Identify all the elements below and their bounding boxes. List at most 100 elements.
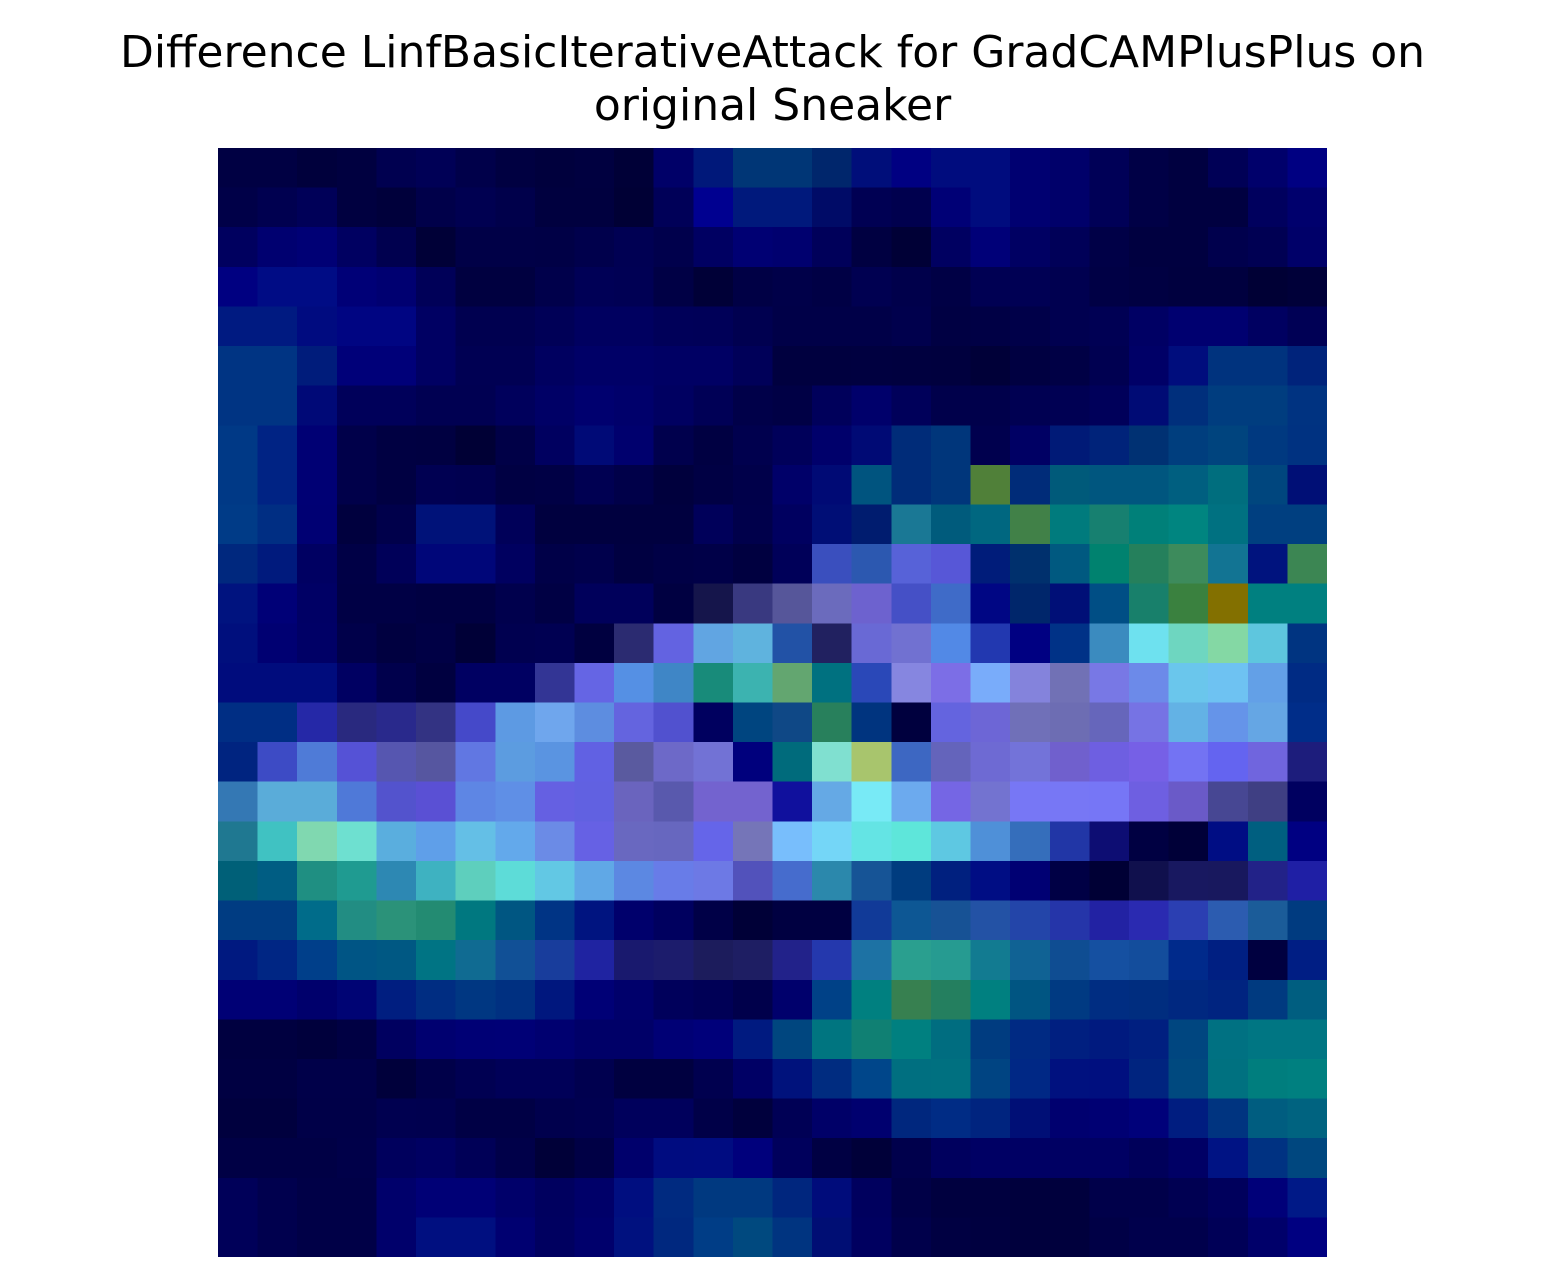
heatmap-cell — [812, 1019, 853, 1060]
heatmap-cell — [772, 464, 813, 506]
heatmap-cell — [851, 623, 892, 664]
heatmap-cell — [257, 623, 298, 664]
heatmap-cell — [1089, 266, 1130, 308]
heatmap-cell — [1049, 742, 1090, 783]
heatmap-cell — [614, 385, 655, 426]
heatmap-cell — [693, 425, 734, 466]
heatmap-cell — [653, 266, 694, 308]
heatmap-cell — [891, 623, 932, 664]
heatmap-cell — [455, 346, 496, 387]
heatmap-cell — [495, 1217, 536, 1257]
heatmap-cell — [1128, 464, 1170, 506]
heatmap-cell — [416, 187, 457, 228]
heatmap-cell — [297, 781, 338, 822]
heatmap-cell — [257, 860, 298, 902]
heatmap-cell — [891, 1138, 932, 1179]
heatmap-cell — [376, 346, 417, 387]
heatmap-cell — [495, 821, 536, 862]
heatmap-cell — [376, 1217, 417, 1257]
heatmap-cell — [534, 346, 576, 387]
heatmap-cell — [930, 821, 972, 862]
heatmap-cell — [1287, 702, 1327, 743]
heatmap-cell — [297, 821, 338, 862]
heatmap-cell — [891, 346, 932, 387]
heatmap-cell — [851, 940, 892, 981]
heatmap-cell — [851, 781, 892, 822]
heatmap-cell — [297, 583, 338, 624]
heatmap-cell — [614, 940, 655, 981]
heatmap-cell — [495, 781, 536, 822]
heatmap-cell — [1287, 385, 1327, 426]
heatmap-cell — [1168, 1098, 1209, 1139]
heatmap-cell — [653, 385, 694, 426]
heatmap-cell — [614, 979, 655, 1020]
heatmap-cell — [851, 821, 892, 862]
heatmap-cell — [534, 860, 576, 902]
heatmap-cell — [574, 900, 615, 941]
heatmap-cell — [693, 1019, 734, 1060]
heatmap-cell — [653, 821, 694, 862]
heatmap-cell — [653, 148, 694, 189]
heatmap-cell — [1247, 1058, 1288, 1100]
heatmap-cell — [1049, 702, 1090, 743]
heatmap-cell — [1247, 148, 1288, 189]
heatmap-cell — [891, 544, 932, 585]
heatmap-cell — [297, 623, 338, 664]
heatmap-cell — [732, 425, 774, 466]
heatmap-cell — [851, 306, 892, 347]
heatmap-cell — [257, 1058, 298, 1100]
heatmap-cell — [297, 1098, 338, 1139]
heatmap-cell — [416, 940, 457, 981]
heatmap-cell — [891, 781, 932, 822]
heatmap-cell — [416, 1217, 457, 1257]
heatmap-cell — [574, 227, 615, 268]
heatmap-cell — [1168, 148, 1209, 189]
heatmap-cell — [812, 306, 853, 347]
heatmap-cell — [1208, 346, 1249, 387]
heatmap-cell — [336, 346, 378, 387]
heatmap-cell — [376, 1177, 417, 1218]
heatmap-cell — [336, 385, 378, 426]
heatmap-cell — [930, 1019, 972, 1060]
heatmap-cell — [1010, 504, 1051, 545]
heatmap-cell — [930, 1098, 972, 1139]
heatmap-cell — [693, 979, 734, 1020]
heatmap-cell — [851, 1058, 892, 1100]
heatmap-cell — [1168, 662, 1209, 704]
heatmap-cell — [257, 821, 298, 862]
heatmap-cell — [574, 583, 615, 624]
heatmap-cell — [455, 306, 496, 347]
heatmap-cell — [218, 979, 259, 1020]
heatmap-cell — [812, 900, 853, 941]
heatmap-cell — [851, 148, 892, 189]
heatmap-cell — [495, 425, 536, 466]
heatmap-cell — [1010, 266, 1051, 308]
heatmap-cell — [416, 1098, 457, 1139]
heatmap-cell — [1089, 1058, 1130, 1100]
heatmap-cell — [653, 900, 694, 941]
heatmap-cell — [257, 346, 298, 387]
heatmap-cell — [1168, 702, 1209, 743]
heatmap-cell — [1168, 227, 1209, 268]
heatmap-cell — [1208, 227, 1249, 268]
heatmap-cell — [1128, 266, 1170, 308]
heatmap-cell — [455, 821, 496, 862]
heatmap-cell — [1287, 1177, 1327, 1218]
heatmap-cell — [1247, 623, 1288, 664]
heatmap-cell — [1128, 306, 1170, 347]
heatmap-cell — [653, 940, 694, 981]
heatmap-cell — [970, 504, 1011, 545]
heatmap-cell — [772, 860, 813, 902]
heatmap-cell — [1247, 227, 1288, 268]
heatmap-cell — [1128, 1058, 1170, 1100]
heatmap-cell — [534, 464, 576, 506]
heatmap-cell — [1247, 702, 1288, 743]
heatmap-cell — [455, 227, 496, 268]
heatmap-cell — [732, 1098, 774, 1139]
heatmap-cell — [772, 940, 813, 981]
heatmap-cell — [218, 702, 259, 743]
heatmap-cell — [812, 1098, 853, 1139]
heatmap-cell — [218, 940, 259, 981]
heatmap-cell — [970, 860, 1011, 902]
heatmap-cell — [1168, 306, 1209, 347]
